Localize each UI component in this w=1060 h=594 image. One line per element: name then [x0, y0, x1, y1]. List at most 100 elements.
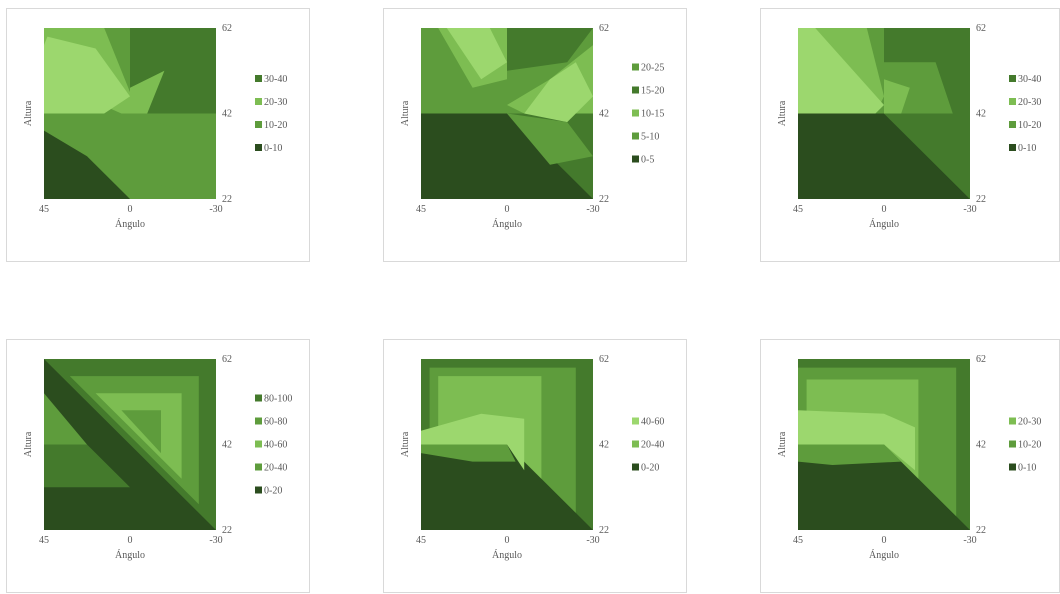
legend-label: 0-20: [641, 463, 659, 474]
legend-swatch: [255, 486, 262, 494]
contour-band-7: [130, 70, 165, 114]
legend-label: 30-40: [1018, 74, 1041, 85]
legend-label: 10-15: [641, 109, 664, 120]
x-tick-label: 45: [416, 204, 426, 215]
y-tick-label: 22: [976, 525, 986, 536]
legend-swatch: [1009, 417, 1016, 425]
y-axis-label: Altura: [23, 100, 34, 126]
contour-band-2: [798, 113, 970, 199]
contour-chart: 45 0 -30 62 42 22 Ángulo Altura 20-25 15-20 10-15 5…: [400, 23, 664, 230]
contour-band-3: [421, 113, 593, 199]
legend-label: 60-80: [264, 417, 287, 428]
legend-swatch: [1009, 463, 1016, 471]
x-tick-label: -30: [209, 204, 222, 215]
contour-chart: 45 0 -30 62 42 22 Ángulo Altura 80-100 60-80 40-60…: [23, 354, 292, 561]
chart-panel-3: 45 0 -30 62 42 22 Ángulo Altura 30-40 20-30 10-20 0…: [760, 8, 1060, 262]
x-tick-label: -30: [586, 204, 599, 215]
legend-swatch: [632, 109, 639, 117]
legend-label: 20-40: [641, 440, 664, 451]
legend-label: 40-60: [641, 417, 664, 428]
legend-label: 0-10: [264, 143, 282, 154]
x-tick-label: 0: [128, 535, 133, 546]
contour-band-6: [44, 444, 130, 488]
x-tick-label: 45: [793, 535, 803, 546]
legend-label: 10-20: [1018, 440, 1041, 451]
x-tick-label: 45: [793, 204, 803, 215]
x-tick-label: 0: [505, 535, 510, 546]
contour-chart: 45 0 -30 62 42 22 Ángulo Altura 30-40 20-30 10-20 0…: [777, 23, 1041, 230]
legend-swatch: [632, 132, 639, 140]
legend-swatch: [1009, 144, 1016, 151]
y-tick-label: 62: [976, 354, 986, 365]
contour-band-8: [884, 79, 910, 114]
y-tick-label: 42: [599, 440, 609, 451]
y-tick-label: 42: [976, 440, 986, 451]
legend-label: 15-20: [641, 86, 664, 97]
legend-label: 20-40: [264, 463, 287, 474]
legend-swatch: [1009, 75, 1016, 82]
y-axis-label: Altura: [400, 431, 411, 457]
chart-panel-5: 45 0 -30 62 42 22 Ángulo Altura 40-60 20-40 0-20: [383, 339, 687, 593]
contour-chart: 45 0 -30 62 42 22 Ángulo Altura 20-30 10-20 0-10: [777, 354, 1041, 561]
legend-label: 0-5: [641, 155, 654, 166]
x-tick-label: -30: [209, 535, 222, 546]
y-tick-label: 42: [976, 109, 986, 120]
contour-band-5: [421, 413, 525, 471]
y-axis-label: Altura: [777, 100, 788, 126]
x-tick-label: 45: [416, 535, 426, 546]
legend-swatch: [632, 86, 639, 94]
legend-label: 0-10: [1018, 143, 1036, 154]
legend-swatch: [255, 394, 262, 402]
contour-chart: 45 0 -30 62 42 22 Ángulo Altura 30-40 20-30 10-20 0…: [23, 23, 287, 230]
legend-label: 0-20: [264, 486, 282, 497]
contour-band-3: [44, 130, 130, 199]
contour-band-9: [524, 62, 593, 123]
x-axis-label: Ángulo: [492, 218, 522, 230]
y-tick-label: 22: [599, 525, 609, 536]
chart-panel-1: 45 0 -30 62 42 22 Ángulo Altura 30-40 20-30 10-20 0…: [6, 8, 310, 262]
y-axis-label: Altura: [400, 100, 411, 126]
y-tick-label: 22: [222, 525, 232, 536]
contour-chart: 45 0 -30 62 42 22 Ángulo Altura 40-60 20-40 0-20: [400, 354, 664, 561]
legend-label: 0-10: [1018, 463, 1036, 474]
legend-label: 80-100: [264, 394, 292, 405]
contour-band-6: [446, 28, 507, 80]
contour-band-6: [44, 36, 130, 114]
contour-band-6: [798, 28, 884, 114]
x-axis-label: Ángulo: [869, 218, 899, 230]
contour-band-8: [130, 113, 216, 199]
y-tick-label: 62: [599, 23, 609, 34]
legend-swatch: [255, 440, 262, 448]
chart-panel-6: 45 0 -30 62 42 22 Ángulo Altura 20-30 10-20 0-10: [760, 339, 1060, 593]
chart-panel-2: 45 0 -30 62 42 22 Ángulo Altura 20-25 15-20 10-15 5…: [383, 8, 687, 262]
contour-band-2: [798, 444, 970, 530]
contour-band-10: [507, 113, 593, 165]
x-tick-label: 0: [882, 204, 887, 215]
x-tick-label: 45: [39, 535, 49, 546]
y-tick-label: 62: [976, 23, 986, 34]
contour-band-6: [798, 444, 902, 465]
legend-label: 20-25: [641, 63, 664, 74]
y-tick-label: 42: [599, 109, 609, 120]
x-tick-label: 0: [882, 535, 887, 546]
y-tick-label: 62: [222, 23, 232, 34]
contour-band-7: [507, 28, 593, 71]
contour-band-2: [421, 444, 593, 530]
x-tick-label: 0: [128, 204, 133, 215]
legend-swatch: [255, 417, 262, 425]
legend-label: 10-20: [1018, 120, 1041, 131]
legend-swatch: [632, 440, 639, 448]
legend-swatch: [1009, 440, 1016, 448]
legend-swatch: [255, 75, 262, 82]
contour-band-3: [884, 113, 970, 199]
legend-label: 20-30: [1018, 97, 1041, 108]
x-axis-label: Ángulo: [492, 549, 522, 561]
legend-swatch: [255, 463, 262, 471]
x-axis-label: Ángulo: [869, 549, 899, 561]
contour-band-5: [798, 410, 915, 471]
y-axis-label: Altura: [777, 431, 788, 457]
y-tick-label: 62: [599, 354, 609, 365]
x-axis-label: Ángulo: [115, 549, 145, 561]
y-tick-label: 62: [222, 354, 232, 365]
legend-swatch: [255, 121, 262, 128]
